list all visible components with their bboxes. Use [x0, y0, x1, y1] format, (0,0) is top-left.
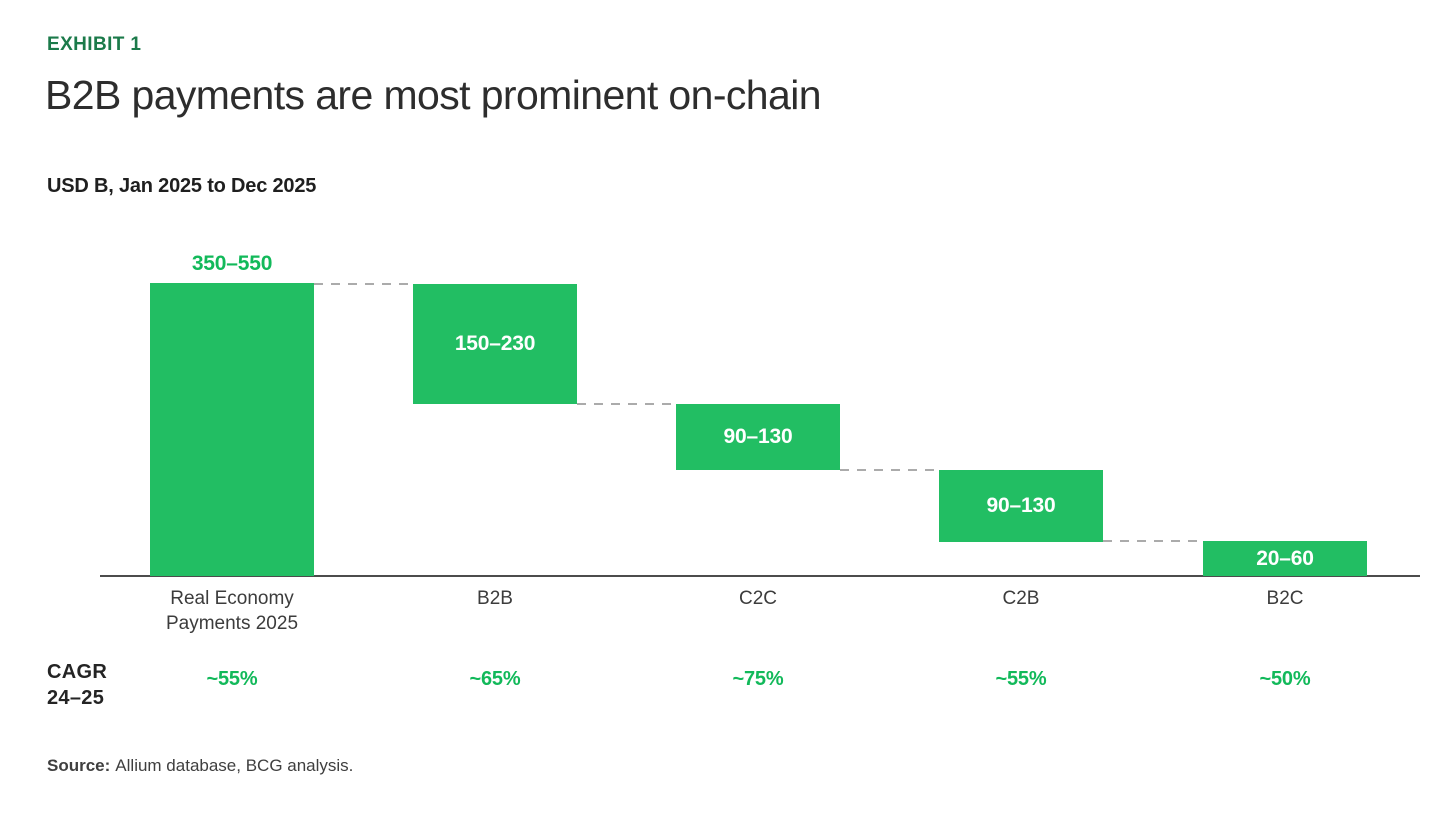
bar-value-c2b: 90–130 [986, 494, 1056, 517]
cagr-row-label-line1: CAGR [47, 661, 108, 683]
connector-dashed-line-1 [314, 283, 413, 285]
category-label-b2c: B2C [1266, 588, 1304, 609]
source-text: Allium database, BCG analysis. [115, 756, 354, 775]
bar-value-real-economy-payments-2025: 350–550 [191, 252, 273, 275]
cagr-value-b2b: ~65% [469, 668, 521, 690]
cagr-row-label: CAGR 24–25 [47, 659, 107, 711]
category-label-c2c: C2C [738, 588, 777, 609]
bar-real-economy-payments-2025 [150, 283, 314, 576]
bar-c2c: 90–130 [676, 404, 840, 470]
x-axis-line [100, 575, 1420, 577]
connector-dashed-line-3 [840, 469, 939, 471]
category-label-c2b: C2B [1002, 588, 1040, 609]
bar-c2b: 90–130 [939, 470, 1103, 542]
category-label-real-economy-payments-2025: Real Economy Payments 2025 [165, 588, 299, 634]
connector-dashed-line-2 [577, 403, 676, 405]
category-label-b2b: B2B [477, 588, 513, 609]
cagr-value-c2b: ~55% [995, 668, 1047, 690]
connector-dashed-line-4 [1103, 540, 1203, 542]
cagr-row-label-line2: 24–25 [47, 687, 105, 709]
exhibit-label: EXHIBIT 1 [47, 34, 142, 55]
bar-value-b2c: 20–60 [1256, 546, 1314, 570]
source-label: Source: [47, 756, 111, 775]
cagr-value-b2c: ~50% [1259, 668, 1311, 690]
cagr-value-real-economy-payments-2025: ~55% [206, 668, 258, 690]
bar-b2b: 150–230 [413, 284, 577, 404]
cagr-value-c2c: ~75% [732, 668, 784, 690]
page-title: B2B payments are most prominent on-chain [45, 72, 822, 118]
bar-value-b2b: 150–230 [454, 332, 536, 355]
bar-value-c2c: 90–130 [723, 425, 793, 448]
bar-b2c: 20–60 [1203, 541, 1367, 576]
chart-subtitle: USD B, Jan 2025 to Dec 2025 [47, 175, 317, 197]
source-note: Source: Allium database, BCG analysis. [47, 756, 353, 776]
